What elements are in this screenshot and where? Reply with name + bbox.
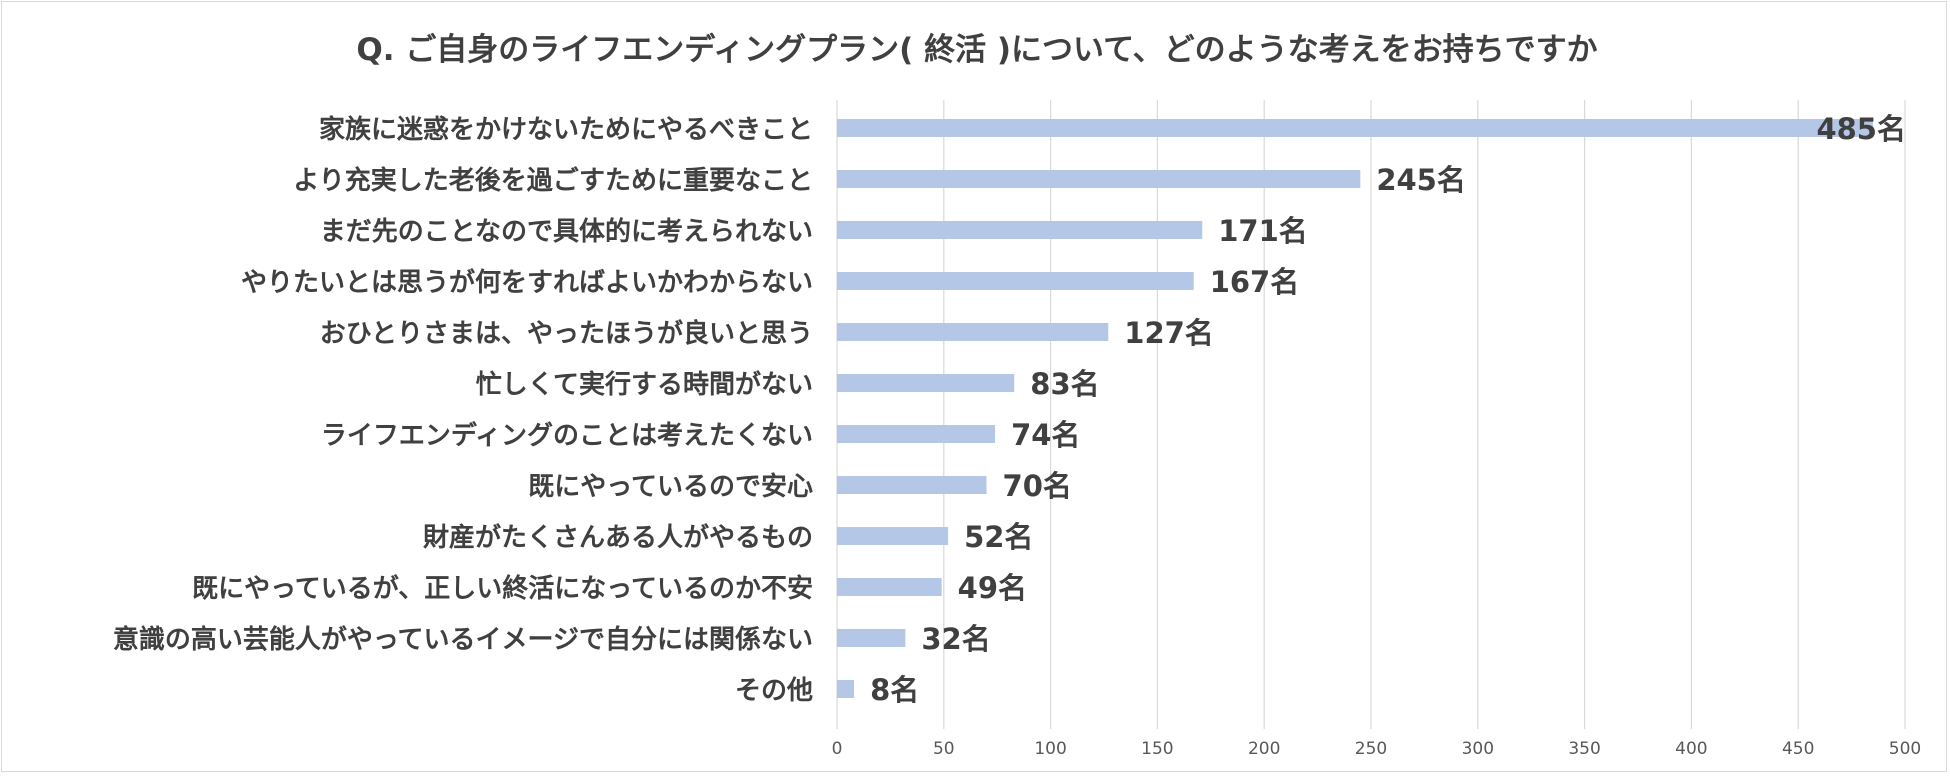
- data-label: 127名: [1124, 316, 1214, 350]
- data-label: 70名: [1003, 469, 1072, 503]
- bar: [837, 374, 1015, 392]
- data-label: 8名: [870, 673, 919, 707]
- category-label: ライフエンディングのことは考えたくない: [321, 420, 813, 451]
- category-label: その他: [735, 676, 813, 706]
- data-label: 49名: [958, 571, 1027, 605]
- bar: [837, 425, 996, 443]
- bar: [837, 629, 906, 647]
- category-label: 財産がたくさんある人がやるもの: [423, 522, 813, 553]
- x-tick-label: 200: [1248, 739, 1280, 759]
- bar: [837, 221, 1203, 239]
- x-tick-label: 100: [1034, 739, 1066, 759]
- x-tick-label: 400: [1675, 739, 1707, 759]
- x-tick-label: 350: [1568, 739, 1600, 759]
- category-label: おひとりさまは、やったほうが良いと思う: [320, 318, 813, 349]
- data-label: 171名: [1218, 214, 1308, 248]
- category-label: 忙しくて実行する時間がない: [476, 369, 813, 400]
- category-label: 家族に迷惑をかけないためにやるべきこと: [319, 114, 813, 145]
- x-tick-label: 150: [1141, 739, 1173, 759]
- data-label: 74名: [1011, 418, 1080, 452]
- category-label: やりたいとは思うが何をすればよいかわからない: [241, 267, 813, 298]
- bar: [837, 578, 942, 596]
- bar: [837, 170, 1361, 188]
- data-label: 52名: [964, 520, 1033, 554]
- data-label: 485名: [1816, 112, 1906, 146]
- bar: [837, 476, 987, 494]
- x-tick-label: 450: [1782, 739, 1814, 759]
- data-label: 83名: [1030, 367, 1099, 401]
- bar: [837, 680, 855, 698]
- bar: [837, 527, 949, 545]
- category-label: 意識の高い芸能人がやっているイメージで自分には関係ない: [113, 624, 813, 655]
- x-tick-label: 300: [1462, 739, 1494, 759]
- category-label: 既にやっているので安心: [528, 472, 813, 502]
- category-label: まだ先のことなので具体的に考えられない: [320, 216, 813, 247]
- data-label: 32名: [921, 622, 990, 656]
- bar: [837, 323, 1109, 341]
- data-label: 245名: [1376, 163, 1466, 197]
- x-tick-label: 500: [1889, 739, 1921, 759]
- bar: [837, 119, 1873, 137]
- x-tick-label: 250: [1355, 739, 1387, 759]
- bar: [837, 272, 1194, 290]
- category-label: 既にやっているが、正しい終活になっているのか不安: [192, 573, 813, 604]
- x-tick-label: 50: [933, 739, 955, 759]
- chart-title: Q. ご自身のライフエンディングプラン( 終活 )について、どのような考えをお持…: [356, 32, 1598, 68]
- category-label: より充実した老後を過ごすために重要なこと: [293, 165, 813, 196]
- data-label: 167名: [1210, 265, 1300, 299]
- x-tick-label: 0: [832, 739, 843, 759]
